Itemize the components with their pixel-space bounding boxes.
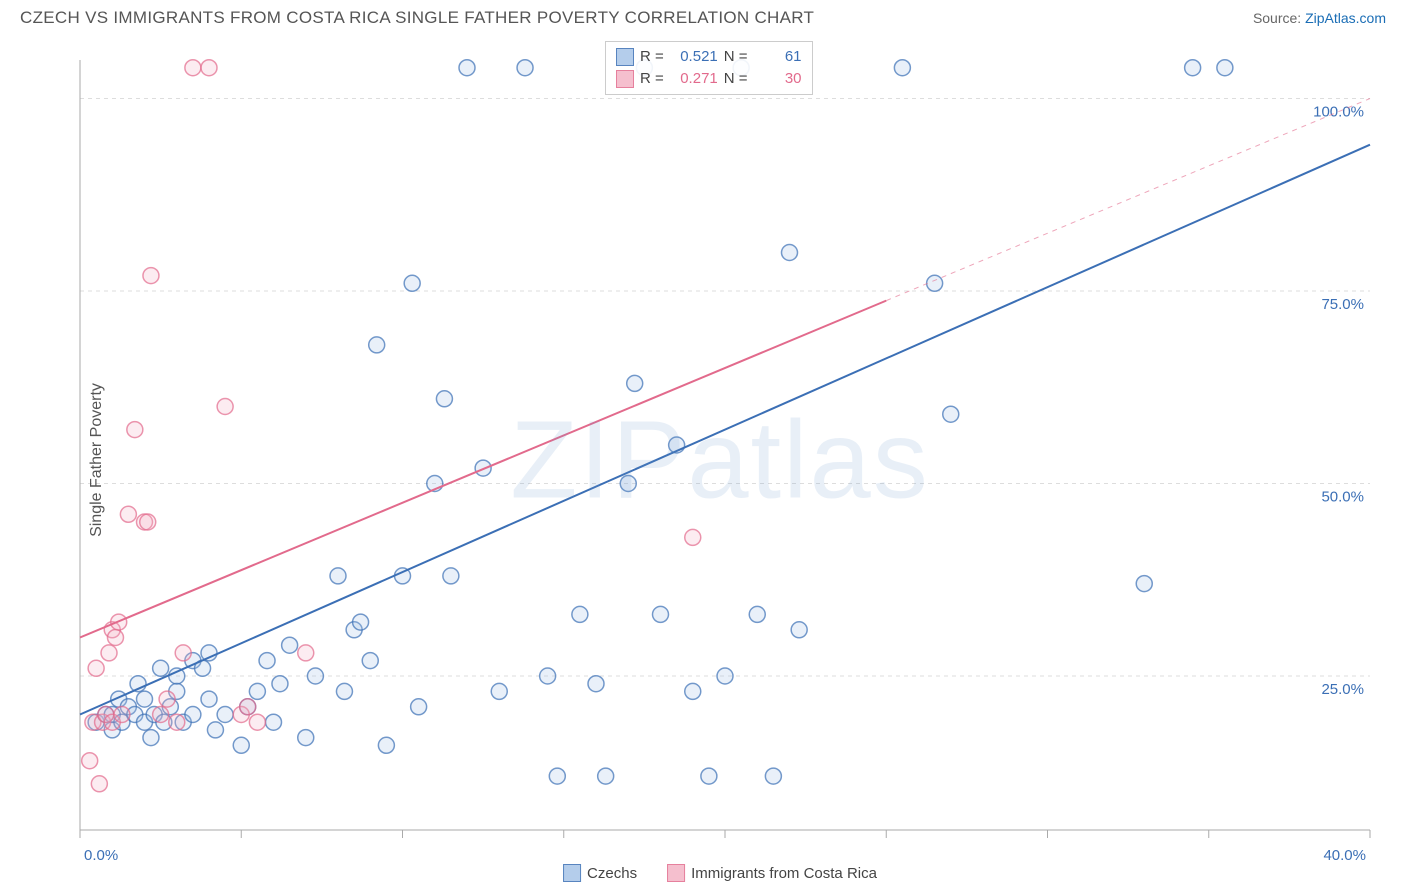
svg-text:25.0%: 25.0% <box>1321 681 1364 698</box>
legend-item-czechs: Czechs <box>563 864 637 882</box>
series-legend: Czechs Immigrants from Costa Rica <box>563 864 877 882</box>
chart-container: Single Father Poverty ZIPatlas 25.0%50.0… <box>50 40 1390 880</box>
swatch-czechs <box>616 48 634 66</box>
chart-source: Source: ZipAtlas.com <box>1253 10 1386 26</box>
scatter-plot: 25.0%50.0%75.0%100.0%0.0%40.0% <box>50 40 1390 880</box>
r-value-czechs: 0.521 <box>670 46 718 68</box>
legend-item-costarica: Immigrants from Costa Rica <box>667 864 877 882</box>
r-label: R = <box>640 68 664 90</box>
svg-text:75.0%: 75.0% <box>1321 296 1364 313</box>
y-axis-label: Single Father Poverty <box>88 383 106 537</box>
source-link[interactable]: ZipAtlas.com <box>1305 10 1386 26</box>
r-label: R = <box>640 46 664 68</box>
corr-row-czechs: R = 0.521 N = 61 <box>616 46 802 68</box>
legend-swatch-czechs <box>563 864 581 882</box>
legend-label-costarica: Immigrants from Costa Rica <box>691 865 877 882</box>
source-label: Source: <box>1253 10 1301 26</box>
n-label: N = <box>724 68 748 90</box>
n-value-czechs: 61 <box>754 46 802 68</box>
chart-title: CZECH VS IMMIGRANTS FROM COSTA RICA SING… <box>20 8 814 28</box>
r-value-costarica: 0.271 <box>670 68 718 90</box>
legend-swatch-costarica <box>667 864 685 882</box>
n-label: N = <box>724 46 748 68</box>
correlation-legend: R = 0.521 N = 61 R = 0.271 N = 30 <box>605 41 813 95</box>
legend-label-czechs: Czechs <box>587 865 637 882</box>
corr-row-costarica: R = 0.271 N = 30 <box>616 68 802 90</box>
svg-text:0.0%: 0.0% <box>84 847 118 864</box>
swatch-costarica <box>616 70 634 88</box>
svg-text:40.0%: 40.0% <box>1323 847 1366 864</box>
svg-text:50.0%: 50.0% <box>1321 489 1364 506</box>
chart-header: CZECH VS IMMIGRANTS FROM COSTA RICA SING… <box>0 0 1406 32</box>
n-value-costarica: 30 <box>754 68 802 90</box>
